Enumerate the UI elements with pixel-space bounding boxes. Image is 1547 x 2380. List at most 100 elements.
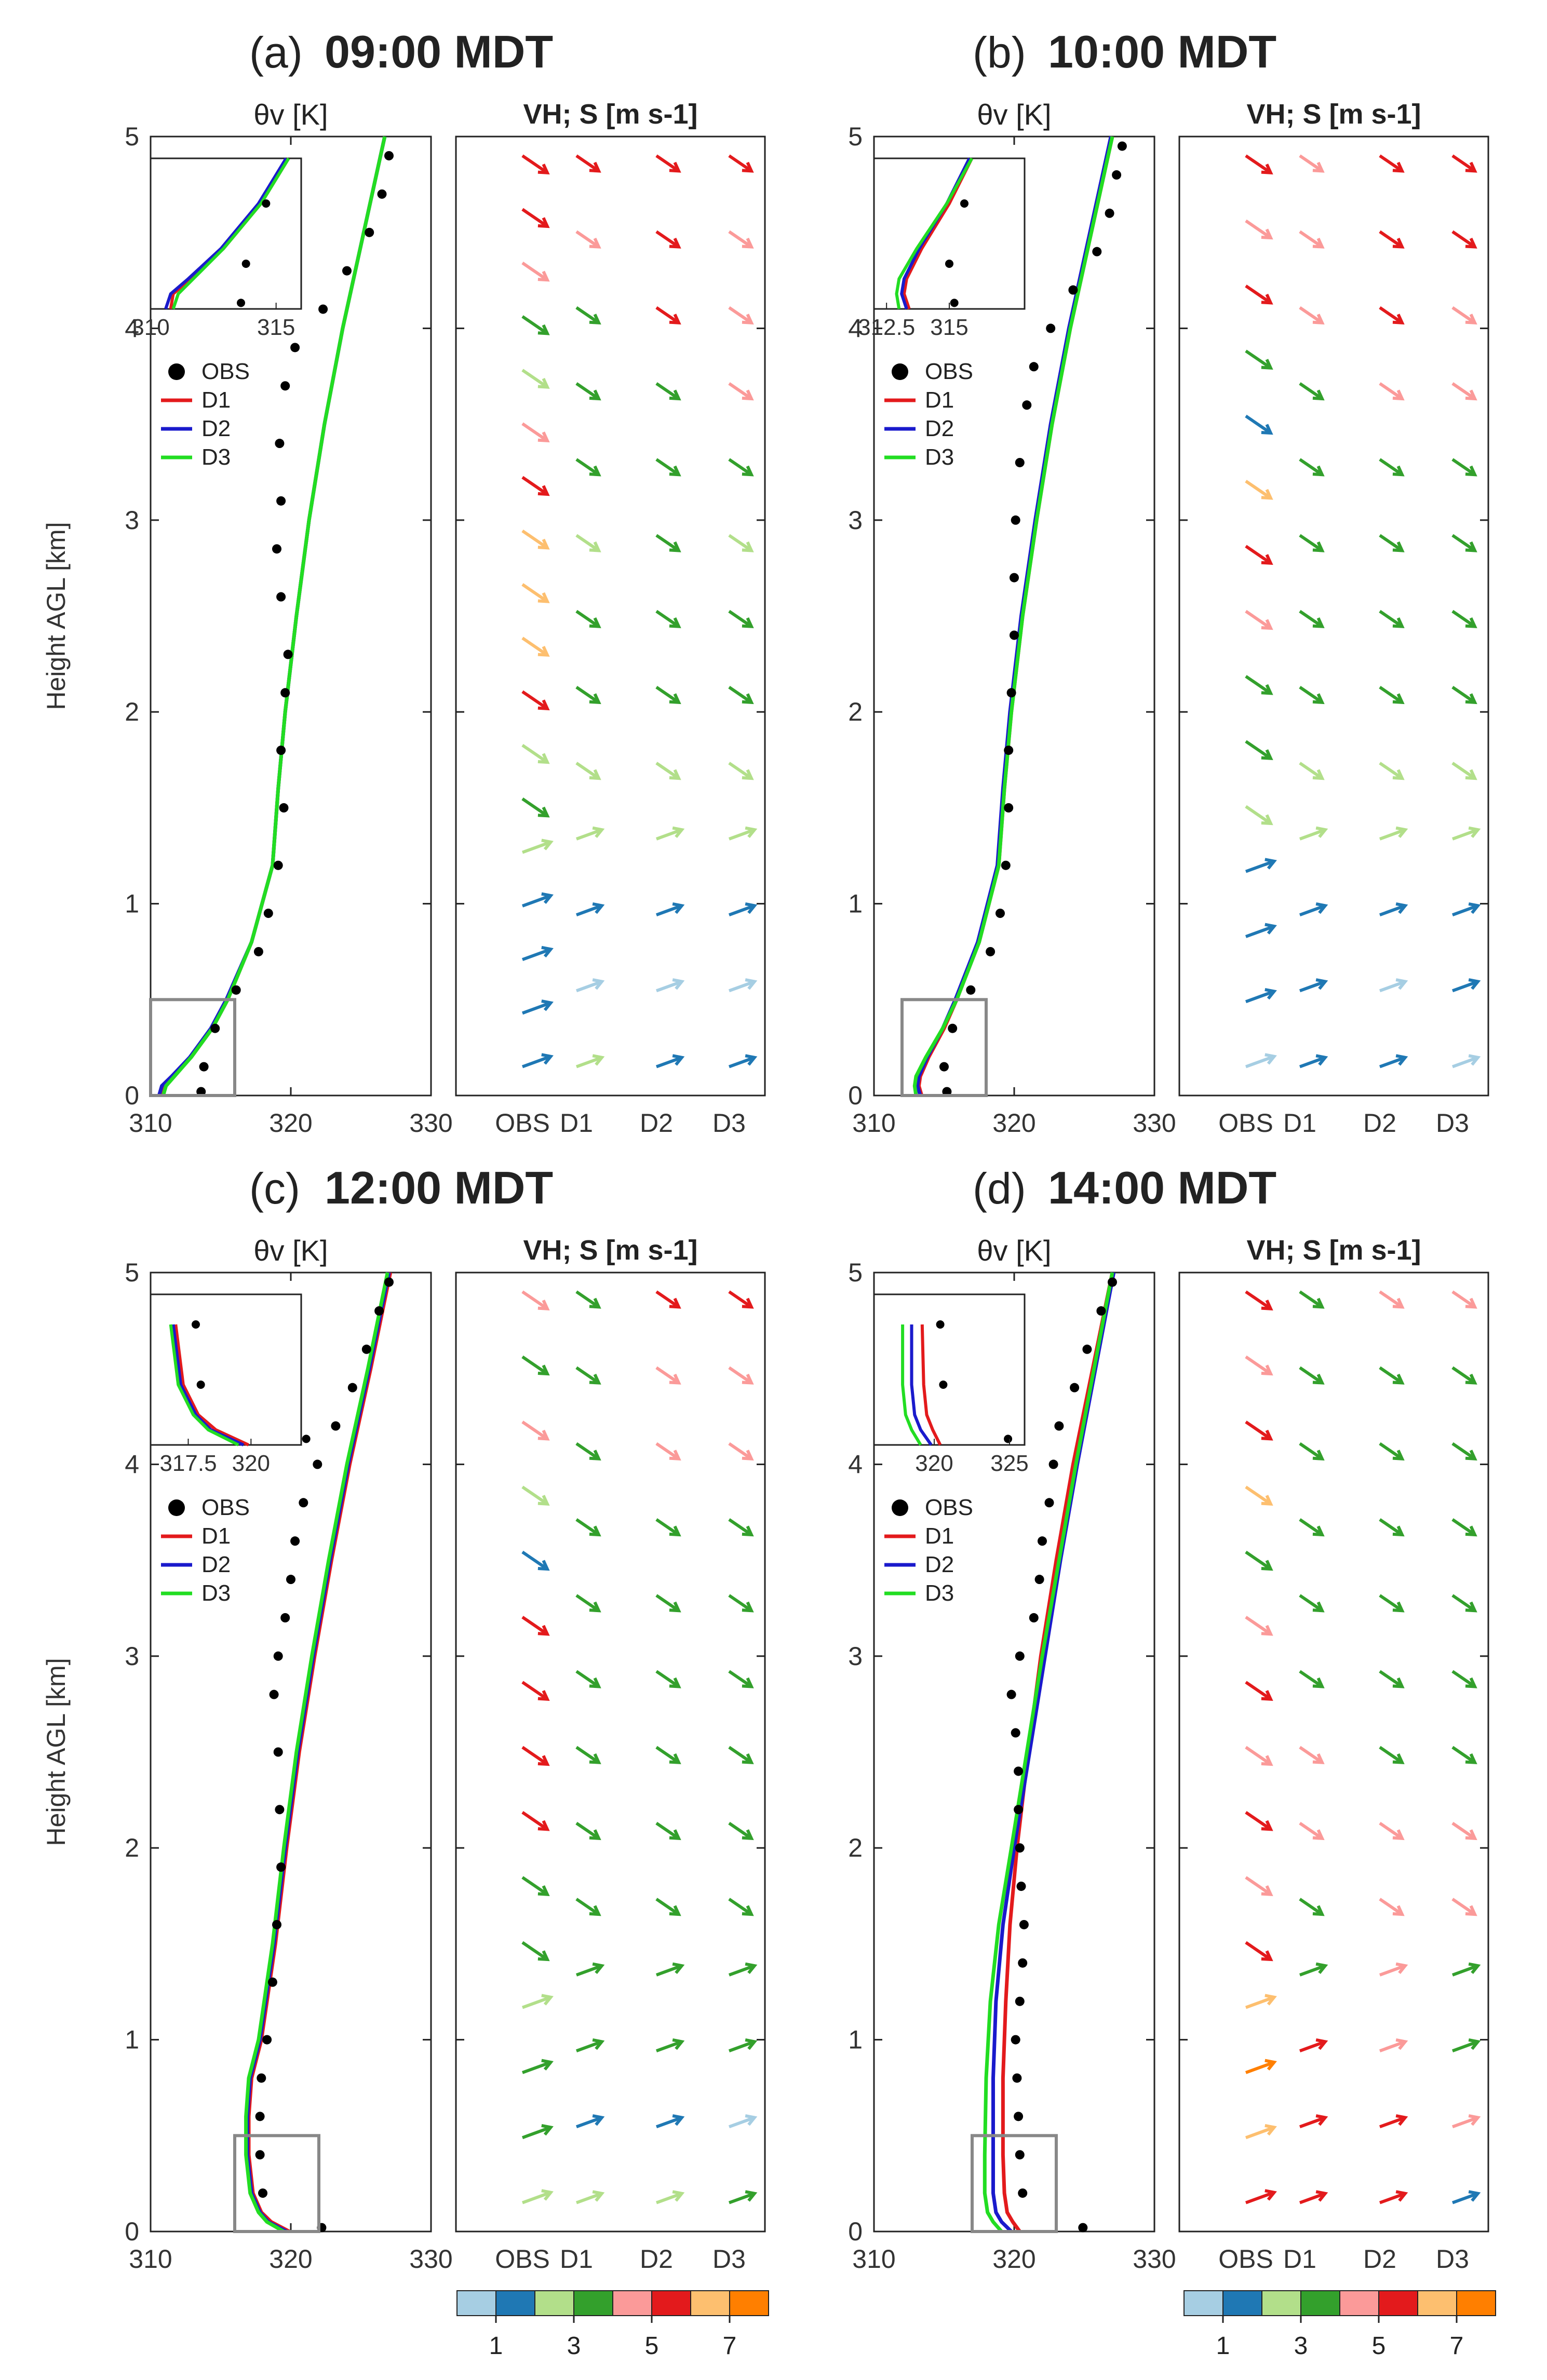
- wind-arrow: [1299, 154, 1323, 172]
- wind-arrow: [521, 1550, 548, 1571]
- wind-arrow-head: [589, 769, 601, 780]
- wind-arrow: [1451, 154, 1476, 172]
- wind-arrow-head: [541, 1053, 554, 1065]
- wind-arrow: [728, 1670, 752, 1688]
- wind-arrow-head: [1395, 826, 1408, 838]
- wind-arrow-head: [1465, 1450, 1477, 1461]
- wind-arrow: [575, 980, 602, 993]
- wind-arrow-head: [1395, 2190, 1408, 2202]
- obs-point: [1015, 2150, 1025, 2160]
- wind-arrow: [521, 476, 548, 496]
- wind-arrow-head: [537, 1560, 550, 1571]
- wind-arrow: [1451, 382, 1476, 400]
- wind-arrow-head: [1392, 617, 1405, 628]
- wind-arrow: [1245, 1421, 1272, 1440]
- wind-arrow-head: [537, 646, 550, 657]
- inset-obs-point: [939, 1381, 948, 1389]
- wind-arrow: [1379, 828, 1406, 841]
- y-tick-label: 2: [125, 697, 139, 726]
- wind-arrow-head: [745, 826, 758, 838]
- inset-tick-label: 325: [990, 1451, 1028, 1476]
- y-tick-label: 0: [848, 2217, 863, 2246]
- wind-arrow: [1379, 534, 1403, 552]
- wind-arrow-head: [1395, 1962, 1408, 1974]
- y-tick-label: 3: [848, 1642, 863, 1671]
- wind-arrow: [1245, 1054, 1275, 1069]
- legend-label: OBS: [925, 359, 973, 384]
- wind-arrow: [1379, 1594, 1403, 1612]
- colorbar-0: 1 3 5 7: [456, 2290, 769, 2360]
- obs-point: [276, 496, 286, 506]
- wind-arrow: [521, 894, 551, 908]
- wind-arrow: [1299, 610, 1323, 628]
- y-tick-label: 4: [125, 314, 139, 343]
- inset-line-D3: [169, 1324, 239, 1446]
- obs-point: [1082, 1344, 1092, 1354]
- wind-arrow-head: [1312, 1829, 1325, 1841]
- wind-arrow-head: [742, 1525, 754, 1537]
- wind-arrow-head: [745, 2114, 758, 2126]
- wind-arrow-head: [742, 1297, 754, 1309]
- wind-arrow-head: [1392, 769, 1405, 780]
- inset-tick-label: 317.5: [159, 1451, 217, 1476]
- wind-arrow-head: [589, 1373, 601, 1385]
- wind-arrow: [1451, 1366, 1476, 1384]
- y-tick-label: 0: [125, 2217, 139, 2246]
- wind-arrow: [1451, 1518, 1476, 1536]
- wind-arrow: [575, 154, 600, 172]
- zoom-box: [971, 2134, 1058, 2234]
- wind-arrow: [1299, 904, 1326, 916]
- wind-arrow-head: [669, 541, 681, 552]
- wind-arrow: [655, 1822, 680, 1840]
- wind-arrow: [1379, 1898, 1403, 1916]
- wind-arrow: [1379, 154, 1403, 172]
- wind-arrow: [728, 1442, 752, 1461]
- obs-point: [1078, 2223, 1088, 2233]
- colorbar-1: 1 3 5 7: [1183, 2290, 1496, 2360]
- wind-arrow-head: [1395, 902, 1408, 914]
- wind-arrow: [1379, 686, 1403, 704]
- obs-point: [258, 2188, 267, 2198]
- wind-arrow: [521, 2126, 551, 2140]
- wind-arrow: [1299, 230, 1323, 248]
- wind-arrow-head: [592, 2114, 605, 2126]
- wind-arrow-head: [1261, 228, 1273, 240]
- inset-obs-point: [241, 260, 250, 268]
- inset-obs-point: [192, 1320, 200, 1329]
- obs-point: [1018, 1958, 1028, 1968]
- legend-label: D3: [925, 1580, 954, 1606]
- wind-arrow-head: [672, 2038, 685, 2050]
- wind-arrow: [728, 610, 752, 628]
- wind-arrow-head: [592, 1962, 605, 1974]
- wind-arrow-head: [589, 237, 601, 249]
- wind-arrow-head: [1392, 1829, 1405, 1841]
- x-tick-label: 310: [852, 1108, 895, 1138]
- wind-arrow: [728, 2040, 755, 2052]
- colorbar-tick-label: 7: [1450, 2332, 1464, 2360]
- wind-arrow-head: [537, 1690, 550, 1701]
- obs-point: [986, 946, 996, 956]
- obs-point: [1011, 2035, 1020, 2045]
- wind-arrow-head: [1261, 293, 1273, 305]
- wind-col-label: D2: [1363, 1108, 1396, 1138]
- obs-point: [1018, 2188, 1028, 2198]
- obs-point: [347, 1383, 357, 1392]
- obs-point: [273, 1651, 283, 1661]
- wind-arrow: [1451, 306, 1476, 324]
- obs-point: [255, 2150, 265, 2160]
- wind-arrow-head: [1468, 2190, 1481, 2202]
- wind-arrow-head: [1261, 1690, 1273, 1701]
- wind-arrow-head: [1261, 164, 1273, 174]
- wind-title: VH; S [m s-1]: [523, 1235, 697, 1266]
- wind-arrow: [521, 1485, 548, 1506]
- inset-tick-label: 320: [232, 1451, 270, 1476]
- wind-arrow-head: [1312, 693, 1325, 705]
- wind-arrow: [575, 1594, 600, 1612]
- wind-arrow: [655, 1442, 680, 1461]
- wind-arrow-head: [1261, 814, 1273, 826]
- wind-arrow: [1245, 219, 1272, 239]
- wind-arrow-head: [1465, 161, 1477, 173]
- obs-point: [1112, 170, 1122, 180]
- legend-label: D1: [201, 1523, 231, 1549]
- wind-arrow: [1245, 154, 1272, 174]
